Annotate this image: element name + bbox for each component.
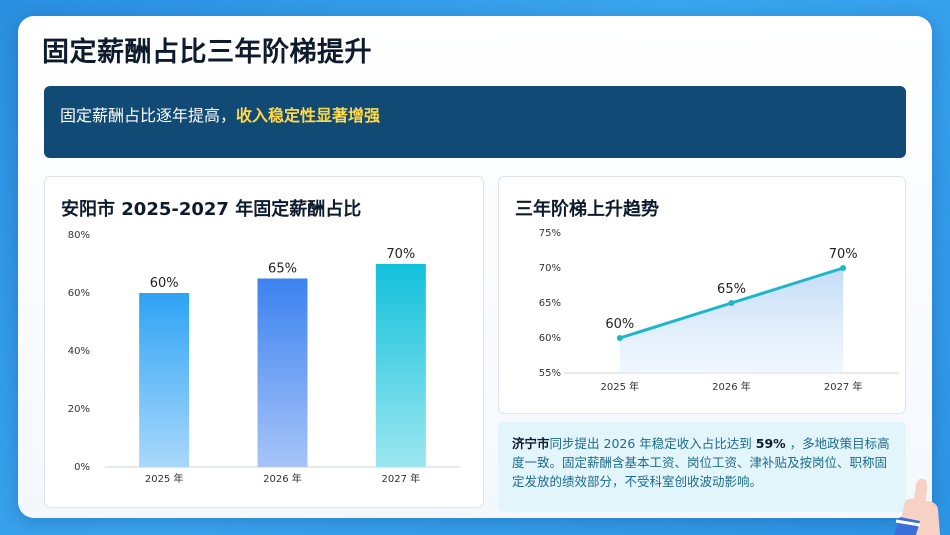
- pointing-hand-icon: [894, 478, 940, 535]
- line-point: [840, 265, 847, 271]
- note-text-2: ，多地政策目标高度一致。固定薪酬含基本工资、岗位工资、津补贴及按岗位、职称固定发…: [512, 436, 890, 489]
- line-chart-title: 三年阶梯上升趋势: [515, 199, 659, 220]
- line-y-tick-label: 75%: [539, 228, 561, 239]
- bar-y-tick-label: 40%: [68, 346, 90, 357]
- slide: 固定薪酬占比三年阶梯提升 固定薪酬占比逐年提高，收入稳定性显著增强 安阳市 20…: [18, 16, 932, 518]
- banner-lead: 固定薪酬占比逐年提高，: [60, 106, 237, 125]
- bar-value-label: 65%: [268, 262, 297, 277]
- note-value: 59%: [755, 436, 786, 451]
- note-text-1: 同步提出 2026 年稳定收入占比达到: [549, 436, 756, 451]
- summary-banner: 固定薪酬占比逐年提高，收入稳定性显著增强: [44, 86, 906, 158]
- bar-y-tick-label: 60%: [68, 288, 90, 299]
- bar-value-label: 70%: [386, 247, 415, 262]
- line-y-tick-label: 60%: [539, 333, 561, 344]
- bar-chart: 0% 20% 40% 60% 80% 60% 2025 年 65% 2026 年 70% 2027 …: [68, 230, 460, 485]
- bar-y-tick-label: 20%: [68, 404, 90, 415]
- line-value-label: 65%: [717, 282, 746, 297]
- bar-chart-card: 安阳市 2025-2027 年固定薪酬占比 0% 20% 40% 60% 80% 60% 2…: [44, 176, 484, 508]
- bar-x-tick-label: 2026 年: [263, 472, 302, 485]
- bar-chart-title: 安阳市 2025-2027 年固定薪酬占比: [61, 199, 362, 220]
- bar-y-tick-label: 80%: [68, 230, 90, 241]
- line-chart: 55% 60% 65% 70% 75% 60% 2025 年 65% 2026 年 70% 2027…: [539, 228, 899, 393]
- bar-x-tick-label: 2025 年: [145, 472, 184, 485]
- line-y-tick-label: 70%: [539, 263, 561, 274]
- line-chart-card: 三年阶梯上升趋势 55% 60% 65% 70% 75% 60% 2025 年 65% 2026…: [498, 176, 906, 414]
- bar: [257, 278, 308, 467]
- note-city: 济宁市: [512, 436, 550, 451]
- line-y-tick-label: 65%: [539, 298, 561, 309]
- bar: [375, 264, 426, 467]
- line-x-tick-label: 2025 年: [601, 380, 640, 393]
- bar: [139, 293, 190, 467]
- banner-text: 固定薪酬占比逐年提高，收入稳定性显著增强: [60, 102, 380, 126]
- line-x-tick-label: 2027 年: [824, 380, 863, 393]
- banner-highlight: 收入稳定性显著增强: [236, 106, 381, 125]
- page-title: 固定薪酬占比三年阶梯提升: [42, 37, 372, 68]
- bar-x-tick-label: 2027 年: [382, 472, 421, 485]
- line-value-label: 70%: [829, 247, 858, 262]
- line-point: [616, 335, 623, 341]
- line-area-fill: [619, 268, 844, 373]
- bar-value-label: 60%: [150, 276, 179, 291]
- policy-note: 济宁市同步提出 2026 年稳定收入占比达到 59% ，多地政策目标高度一致。固…: [498, 422, 906, 512]
- line-y-tick-label: 55%: [539, 368, 561, 379]
- bar-y-tick-label: 0%: [74, 462, 90, 473]
- line-x-tick-label: 2026 年: [712, 380, 751, 393]
- line-value-label: 60%: [605, 317, 634, 332]
- line-point: [728, 300, 735, 306]
